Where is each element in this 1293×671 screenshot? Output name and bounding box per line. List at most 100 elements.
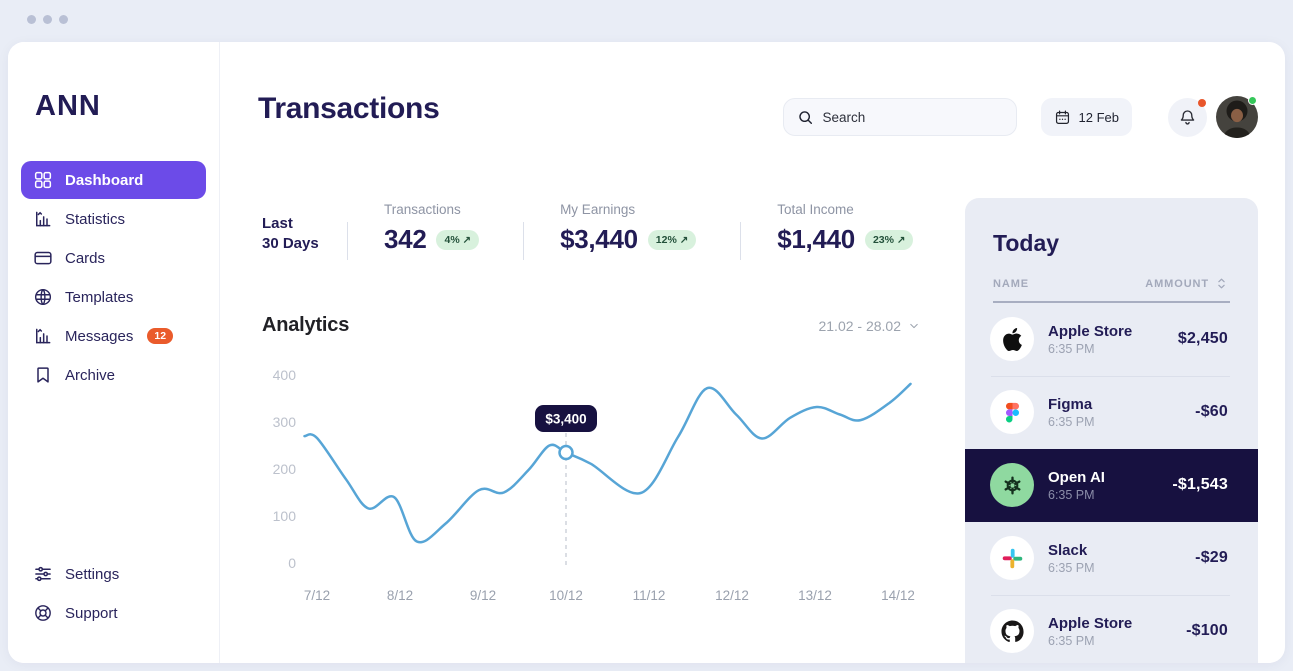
topbar-actions: 12 Feb [782,96,1258,138]
sidebar-item-label: Archive [65,366,116,384]
x-axis-tick: 7/12 [304,588,330,603]
x-axis-tick: 8/12 [387,588,413,603]
slack-icon [990,536,1034,580]
stat-card-total-income: Total Income $1,440 23% [741,202,957,260]
apple-icon [990,317,1034,361]
stat-change: 23% [872,233,894,246]
openai-icon [990,463,1034,507]
sidebar-nav: Dashboard Statistics Cards Templates Message… [8,161,219,394]
stat-card-my-earnings: My Earnings $3,440 12% [524,202,740,260]
chart-line-series [303,382,912,544]
sidebar-item-label: Templates [65,288,134,306]
stat-value: $1,440 [777,224,855,254]
transaction-row-slack[interactable]: Slack 6:35 PM -$29 [965,522,1258,595]
topbar: Transactions 12 Feb [250,92,1258,138]
sidebar-item-templates[interactable]: Templates [21,278,206,316]
stat-label: Total Income [777,202,854,217]
transaction-amount: -$60 [1195,403,1228,420]
search-input[interactable] [822,109,983,125]
column-header-amount: AMMOUNT [1145,277,1209,290]
stat-change: 4% [444,233,460,246]
transaction-row-apple-store[interactable]: Apple Store 6:35 PM $2,450 [965,303,1258,376]
search-box[interactable] [782,98,1017,136]
stats-row: Last 30 Days Transactions 342 4% My Earning… [262,202,957,260]
globe-icon [33,287,53,307]
chevron-down-icon [908,320,920,332]
transaction-name: Figma [1048,395,1093,413]
today-panel: Today NAME AMMOUNT Apple Store 6:35 PM $2,… [965,198,1258,663]
sidebar-item-label: Messages [65,327,134,345]
sidebar-item-label: Support [65,604,118,622]
calendar-icon [1054,109,1071,126]
transaction-time: 6:35 PM [1048,414,1095,429]
date-range-label: 21.02 - 28.02 [818,317,901,334]
analytics-line-chart: 400 300 200 100 0 7/12 8/12 9/12 10/12 11/12 12/12… [273,367,915,603]
transaction-time: 6:35 PM [1048,633,1095,648]
window-controls [27,15,68,24]
transaction-name: Apple Store [1048,322,1133,340]
window-dot [43,15,52,24]
x-axis-tick: 13/12 [798,588,832,603]
page-title: Transactions [258,92,440,125]
y-axis-tick: 200 [273,461,297,477]
sliders-icon [33,564,53,584]
transaction-name: Apple Store [1048,614,1133,632]
transaction-row-figma[interactable]: Figma 6:35 PM -$60 [965,375,1258,449]
transaction-name: Open AI [1048,468,1105,486]
stats-divider [523,222,525,260]
notifications-button[interactable] [1168,97,1207,137]
window-dot [27,15,36,24]
chart-marker-point [558,444,574,461]
y-axis-tick: 400 [273,367,297,383]
sidebar-item-support[interactable]: Support [21,594,206,632]
column-header-name: NAME [993,277,1029,290]
stat-card-transactions: Transactions 342 4% [348,202,523,260]
transaction-time: 6:35 PM [1048,560,1095,575]
sidebar-item-archive[interactable]: Archive [21,356,206,394]
transaction-row-apple-store[interactable]: Apple Store 6:35 PM -$100 [965,594,1258,664]
header-divider [993,301,1230,303]
stat-change-pill: 23% [864,229,914,250]
stats-period-line1: Last [262,215,293,232]
sidebar-item-dashboard[interactable]: Dashboard [21,161,206,199]
transaction-amount: $2,450 [1177,330,1228,347]
stats-period-line2: 30 Days [262,235,319,253]
github-icon [990,609,1034,653]
notification-dot [1198,98,1206,107]
trend-up-icon [897,234,905,246]
sidebar-item-settings[interactable]: Settings [21,555,206,593]
y-axis-tick: 0 [288,555,296,571]
x-axis-tick: 9/12 [470,588,496,603]
stat-change-pill: 4% [436,229,480,250]
transaction-time: 6:35 PM [1048,341,1095,356]
transaction-row-open-ai[interactable]: Open AI 6:35 PM -$1,543 [965,448,1258,522]
user-avatar[interactable] [1216,96,1258,138]
sidebar-item-label: Dashboard [65,171,144,189]
app-window: ANN Dashboard Statistics Cards Templates Mes… [8,42,1285,663]
stat-value: 342 [384,224,427,254]
online-status-dot [1248,96,1257,105]
stat-change-pill: 12% [647,229,697,250]
app-logo: ANN [35,90,101,122]
x-axis-tick: 14/12 [881,588,915,603]
date-picker-button[interactable]: 12 Feb [1040,98,1132,136]
sidebar-item-label: Settings [65,565,120,583]
search-icon [797,109,814,126]
stats-divider [740,222,742,260]
date-range-dropdown[interactable]: 21.02 - 28.02 [818,318,920,334]
stats-period: Last 30 Days [262,214,347,260]
sidebar-item-messages[interactable]: Messages 12 [21,317,206,355]
chart-tooltip [535,405,597,432]
y-axis-tick: 300 [273,414,297,430]
window-dot [59,15,68,24]
bell-icon [1178,108,1197,127]
credit-card-icon [33,248,53,268]
trend-up-icon [680,234,688,246]
stat-value: $3,440 [560,224,638,254]
sidebar-item-statistics[interactable]: Statistics [21,200,206,238]
lifebuoy-icon [33,603,53,623]
sidebar-item-cards[interactable]: Cards [21,239,206,277]
date-label: 12 Feb [1078,109,1119,125]
chart-tooltip-value: $3,400 [545,412,586,427]
sort-icon[interactable] [1215,277,1228,290]
